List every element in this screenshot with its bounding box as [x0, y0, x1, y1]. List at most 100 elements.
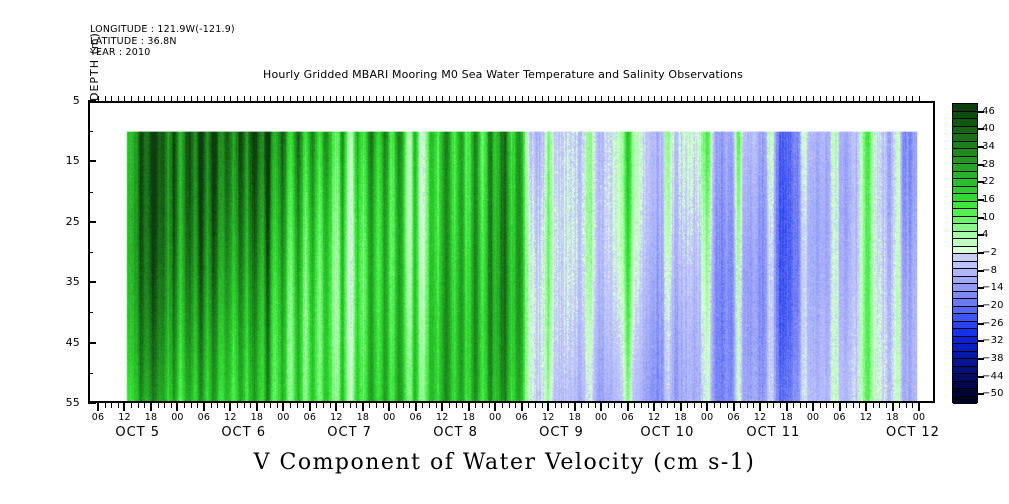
colorbar-tick-label: −26 [982, 317, 1004, 329]
colorbar-band [953, 359, 977, 367]
x-axis-minor-tick [859, 403, 861, 408]
x-axis-minor-tick [104, 403, 106, 408]
colorbar-band [953, 224, 977, 232]
colorbar-band [953, 209, 977, 217]
y-axis-tick-label: 5 [72, 94, 80, 107]
x-axis-minor-tick [508, 403, 510, 408]
x-axis-hour-label: 00 [912, 412, 926, 423]
x-axis-major-tick [255, 403, 258, 411]
x-axis-minor-tick [197, 403, 199, 408]
x-axis-minor-tick [462, 403, 464, 408]
x-axis-minor-tick [607, 403, 609, 408]
x-axis-major-tick [573, 403, 576, 411]
x-axis-hour-label: 18 [886, 412, 899, 423]
x-axis-hour-label: 06 [515, 412, 528, 423]
x-axis-major-tick [202, 403, 205, 411]
colorbar-band [953, 246, 977, 254]
x-axis-minor-tick [654, 403, 656, 408]
x-axis-minor-tick [230, 403, 232, 408]
y-axis-tick-label: 15 [65, 154, 80, 168]
colorbar-band [953, 396, 977, 404]
x-axis-minor-tick [336, 403, 338, 408]
colorbar-band [953, 201, 977, 209]
x-axis-minor-tick [256, 403, 258, 408]
longitude-text: LONGITUDE : 121.9W(-121.9) [90, 24, 235, 35]
x-axis-minor-tick [720, 403, 722, 408]
x-axis-minor-tick [773, 403, 775, 408]
y-axis-tick-label: 25 [65, 214, 80, 228]
x-axis-major-tick [600, 403, 603, 411]
x-axis-major-tick [547, 403, 550, 411]
x-axis-minor-tick [779, 403, 781, 408]
latitude-text: LATITUDE : 36.8N [90, 35, 177, 47]
colorbar-band [953, 104, 977, 112]
colorbar-band [953, 291, 977, 299]
x-axis-minor-tick [846, 403, 848, 408]
x-axis-minor-tick [329, 403, 331, 408]
x-axis-minor-tick [760, 403, 762, 408]
x-axis-minor-tick [237, 403, 239, 408]
x-axis-major-tick [785, 403, 788, 411]
x-axis-minor-tick [448, 403, 450, 408]
plot-title: Hourly Gridded MBARI Mooring M0 Sea Wate… [263, 68, 743, 81]
x-axis-major-tick [520, 403, 523, 411]
x-axis-hour-label: 06 [303, 412, 317, 423]
x-axis-hour-label: 06 [833, 412, 846, 423]
x-axis-minor-tick [581, 403, 583, 408]
colorbar-band [953, 141, 977, 149]
colorbar-tick [978, 304, 984, 307]
x-axis-hour-label: 00 [489, 412, 502, 423]
x-axis-minor-tick [124, 403, 126, 408]
x-axis-minor-tick [872, 403, 874, 408]
colorbar-band [953, 134, 977, 142]
colorbar-tick-label: 28 [982, 158, 996, 170]
x-axis-hour-label: 12 [647, 412, 661, 423]
x-axis-hour-label: 12 [753, 412, 767, 423]
x-axis-major-tick [123, 403, 126, 411]
x-axis-hour-label: 18 [144, 412, 158, 423]
x-axis-minor-tick [270, 403, 272, 408]
x-axis-minor-tick [852, 403, 854, 408]
x-axis-minor-tick [250, 403, 252, 408]
x-axis-hour-label: 18 [356, 412, 370, 423]
colorbar-band [953, 284, 977, 292]
x-axis-minor-tick [482, 403, 484, 408]
colorbar-band [953, 186, 977, 194]
x-axis-major-tick [388, 403, 391, 411]
x-axis-minor-tick [276, 403, 278, 408]
x-axis-minor-tick [766, 403, 768, 408]
x-axis-minor-tick [687, 403, 689, 408]
colorbar-band [953, 126, 977, 134]
colorbar-band [953, 299, 977, 307]
x-axis-minor-tick [819, 403, 821, 408]
x-axis-major-tick [706, 403, 709, 411]
x-axis-minor-tick [899, 403, 901, 408]
x-axis-minor-tick [534, 403, 536, 408]
x-axis-hour-label: 06 [409, 412, 423, 423]
colorbar-tick [978, 269, 984, 272]
colorbar-band [953, 276, 977, 284]
x-axis-major-tick [335, 403, 338, 411]
x-axis-minor-tick [303, 403, 305, 408]
x-axis-major-tick [891, 403, 894, 411]
x-axis-major-tick [414, 403, 417, 411]
colorbar-tick-label: −44 [982, 370, 1004, 382]
x-axis-minor-tick [515, 403, 517, 408]
x-axis-minor-tick [190, 403, 192, 408]
colorbar-tick [978, 340, 984, 343]
x-axis-minor-tick [528, 403, 530, 408]
x-axis-minor-tick [680, 403, 682, 408]
x-axis-minor-tick [98, 403, 99, 408]
colorbar-band [953, 269, 977, 277]
x-axis-major-tick [626, 403, 629, 411]
x-axis-major-tick [441, 403, 444, 411]
colorbar-band [953, 216, 977, 224]
x-axis-day-label: OCT 12 [886, 425, 940, 440]
colorbar-band [953, 314, 977, 322]
x-axis-minor-tick [389, 403, 391, 408]
x-axis-minor-tick [157, 403, 159, 408]
colorbar-band [953, 344, 977, 352]
x-axis-minor-tick [594, 403, 596, 408]
colorbar-tick-label: 16 [982, 194, 996, 206]
x-axis-minor-tick [111, 403, 113, 408]
